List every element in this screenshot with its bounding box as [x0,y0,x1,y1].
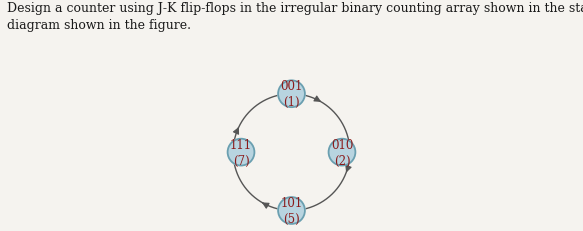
Circle shape [278,80,305,109]
Circle shape [328,138,356,167]
Circle shape [278,196,305,225]
Text: 001
(1): 001 (1) [280,80,303,109]
Circle shape [278,81,305,108]
Circle shape [329,139,356,166]
Circle shape [227,138,255,167]
Text: 111
(7): 111 (7) [230,138,252,167]
Text: 010
(2): 010 (2) [331,138,353,167]
Text: 101
(5): 101 (5) [280,196,303,225]
Text: Design a counter using J-K flip-flops in the irregular binary counting array sho: Design a counter using J-K flip-flops in… [7,2,583,32]
Circle shape [278,197,305,224]
Circle shape [227,139,254,166]
